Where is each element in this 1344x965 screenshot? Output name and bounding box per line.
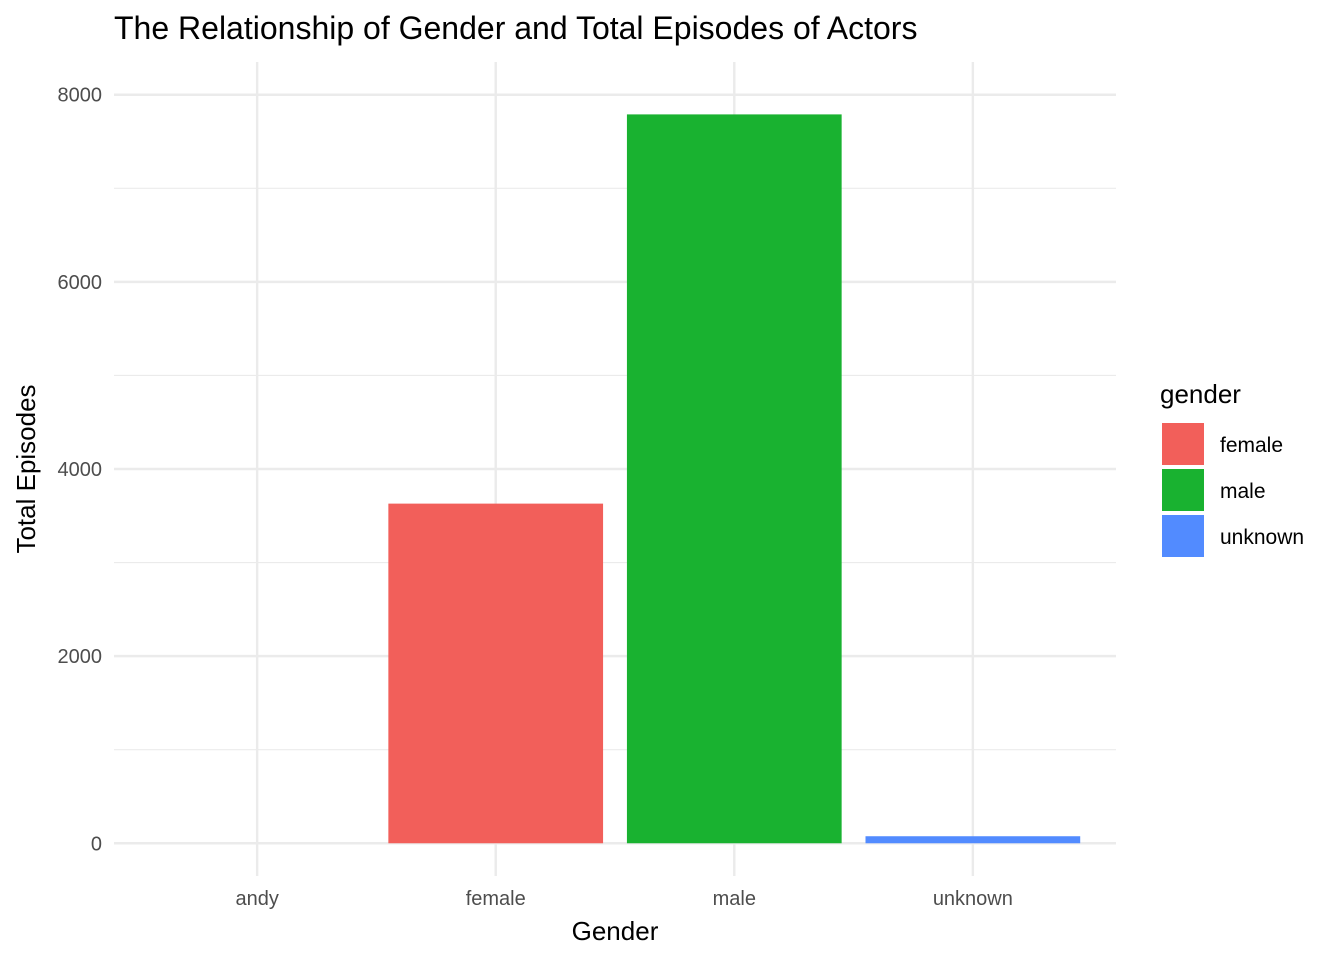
minor-gridlines [114, 187, 1116, 751]
legend-items: female male unknown [1162, 423, 1304, 557]
x-tick-label: andy [235, 888, 278, 910]
legend-label-female: female [1220, 434, 1283, 457]
legend-swatch-female [1162, 423, 1204, 465]
y-axis-label: Total Episodes [11, 384, 41, 553]
legend-swatch-unknown [1162, 515, 1204, 557]
y-tick-label: 4000 [58, 459, 103, 481]
x-tick-label: female [466, 888, 526, 910]
bar-female [388, 503, 604, 844]
bars-group [388, 114, 1081, 844]
y-tick-label: 8000 [58, 85, 103, 107]
major-gridlines [114, 62, 1116, 876]
legend: gender female male unknown [1160, 379, 1304, 557]
y-tick-label: 0 [91, 833, 102, 855]
chart-title: The Relationship of Gender and Total Epi… [114, 10, 917, 46]
y-tick-label: 6000 [58, 272, 103, 294]
legend-label-male: male [1220, 480, 1266, 503]
bar-unknown [865, 836, 1081, 844]
y-axis-tick-labels: 0 2000 4000 6000 8000 [58, 85, 103, 856]
legend-label-unknown: unknown [1220, 526, 1304, 549]
legend-swatch-male [1162, 469, 1204, 511]
y-tick-label: 2000 [58, 646, 103, 668]
x-axis-tick-labels: andy female male unknown [235, 888, 1012, 910]
legend-title: gender [1160, 379, 1241, 409]
x-tick-label: male [713, 888, 756, 910]
x-tick-label: unknown [933, 888, 1013, 910]
x-axis-label: Gender [572, 916, 659, 946]
bar-male [626, 114, 842, 844]
